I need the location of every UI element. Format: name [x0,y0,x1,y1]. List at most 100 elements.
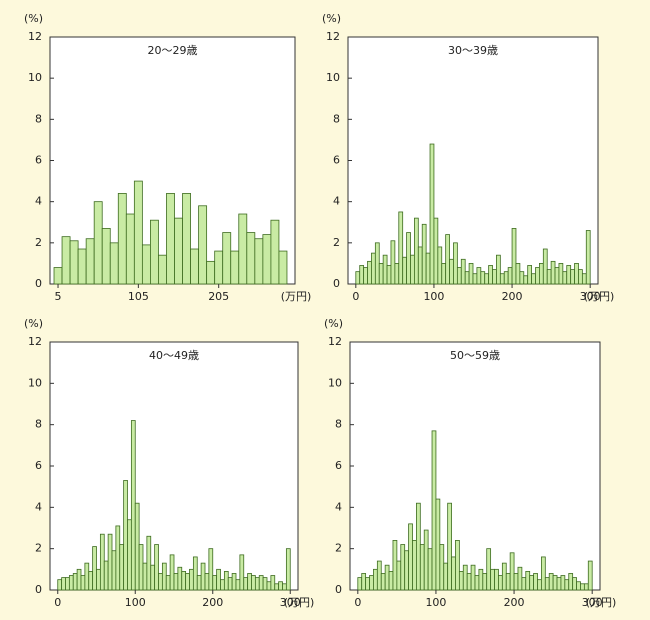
bar [270,575,276,591]
bar [517,566,523,591]
plot-frame [347,36,599,285]
bar [196,575,202,591]
bar [515,263,521,285]
bar [125,213,135,285]
bar [200,562,206,591]
bar [127,519,132,591]
bar [585,230,591,285]
bar [214,250,224,285]
y-unit: (%) [324,317,343,330]
bar [466,573,472,591]
bar [220,579,225,591]
bar [161,562,167,591]
bar [238,213,248,285]
bar [92,546,97,591]
bar [166,193,175,285]
bar [566,265,572,285]
bar [376,560,382,591]
bar [99,533,105,591]
bar [185,573,190,591]
bar [212,575,218,591]
bar [69,240,79,285]
x-tick-label: 100 [425,596,446,609]
bar [460,258,466,285]
bar [363,267,368,285]
bar [57,579,63,591]
x-tick-label: 300 [582,596,603,609]
bar [521,577,527,591]
y-tick-label: 10 [326,71,340,84]
bar [158,254,167,285]
bar [501,562,507,591]
x-tick-label: 0 [354,596,361,609]
x-unit: (万円) [284,596,315,609]
y-tick-label: 4 [333,195,340,208]
bar [61,236,71,285]
bar [231,573,237,591]
bar [88,571,94,591]
bar [464,271,470,285]
bar [65,577,70,591]
bar [119,544,125,591]
bar [408,523,413,591]
x-unit: (万円) [586,596,617,609]
bar [192,556,198,591]
bar [511,228,517,285]
bar [396,560,402,591]
bar [206,260,216,285]
bar [266,581,272,591]
bar [230,250,240,285]
bar [486,548,492,591]
bar [103,560,109,591]
bar [384,564,390,591]
panel-title: 40～49歳 [149,349,199,362]
bar [490,568,495,591]
bar [576,581,581,591]
bar [451,556,456,591]
x-tick-label: 200 [504,596,525,609]
plot-frame [49,341,299,591]
bar [453,242,458,285]
bar [425,252,431,285]
bar [474,575,480,591]
bar [574,263,579,285]
y-tick-label: 4 [35,195,42,208]
bar [468,263,474,285]
bar [357,577,363,591]
bar [583,583,589,591]
bar [478,568,484,591]
plot-frame [349,341,601,591]
bar [380,573,386,591]
bar [429,143,435,285]
bar [458,571,464,591]
bar [239,554,245,591]
y-tick-label: 0 [333,277,340,290]
bar [165,575,171,591]
x-tick-label: 100 [125,596,146,609]
x-unit: (万円) [281,290,312,303]
bar [182,193,191,285]
bar [419,544,425,591]
bar [550,260,556,285]
x-tick-label: 200 [202,596,223,609]
bar [421,223,427,285]
bar [535,267,540,285]
y-tick-label: 6 [35,154,42,167]
bar [101,228,111,285]
bar [382,254,388,285]
bar [503,271,509,285]
bar [174,217,183,285]
bar [513,573,519,591]
bar [433,217,439,285]
y-tick-label: 2 [333,236,340,249]
bar [509,552,515,591]
y-unit: (%) [322,12,341,25]
bar [556,577,562,591]
bar [404,550,409,591]
bar [544,577,550,591]
y-tick-label: 0 [335,583,342,596]
bar [278,581,283,591]
bar [146,535,152,591]
bar [223,571,229,591]
bar [158,573,163,591]
